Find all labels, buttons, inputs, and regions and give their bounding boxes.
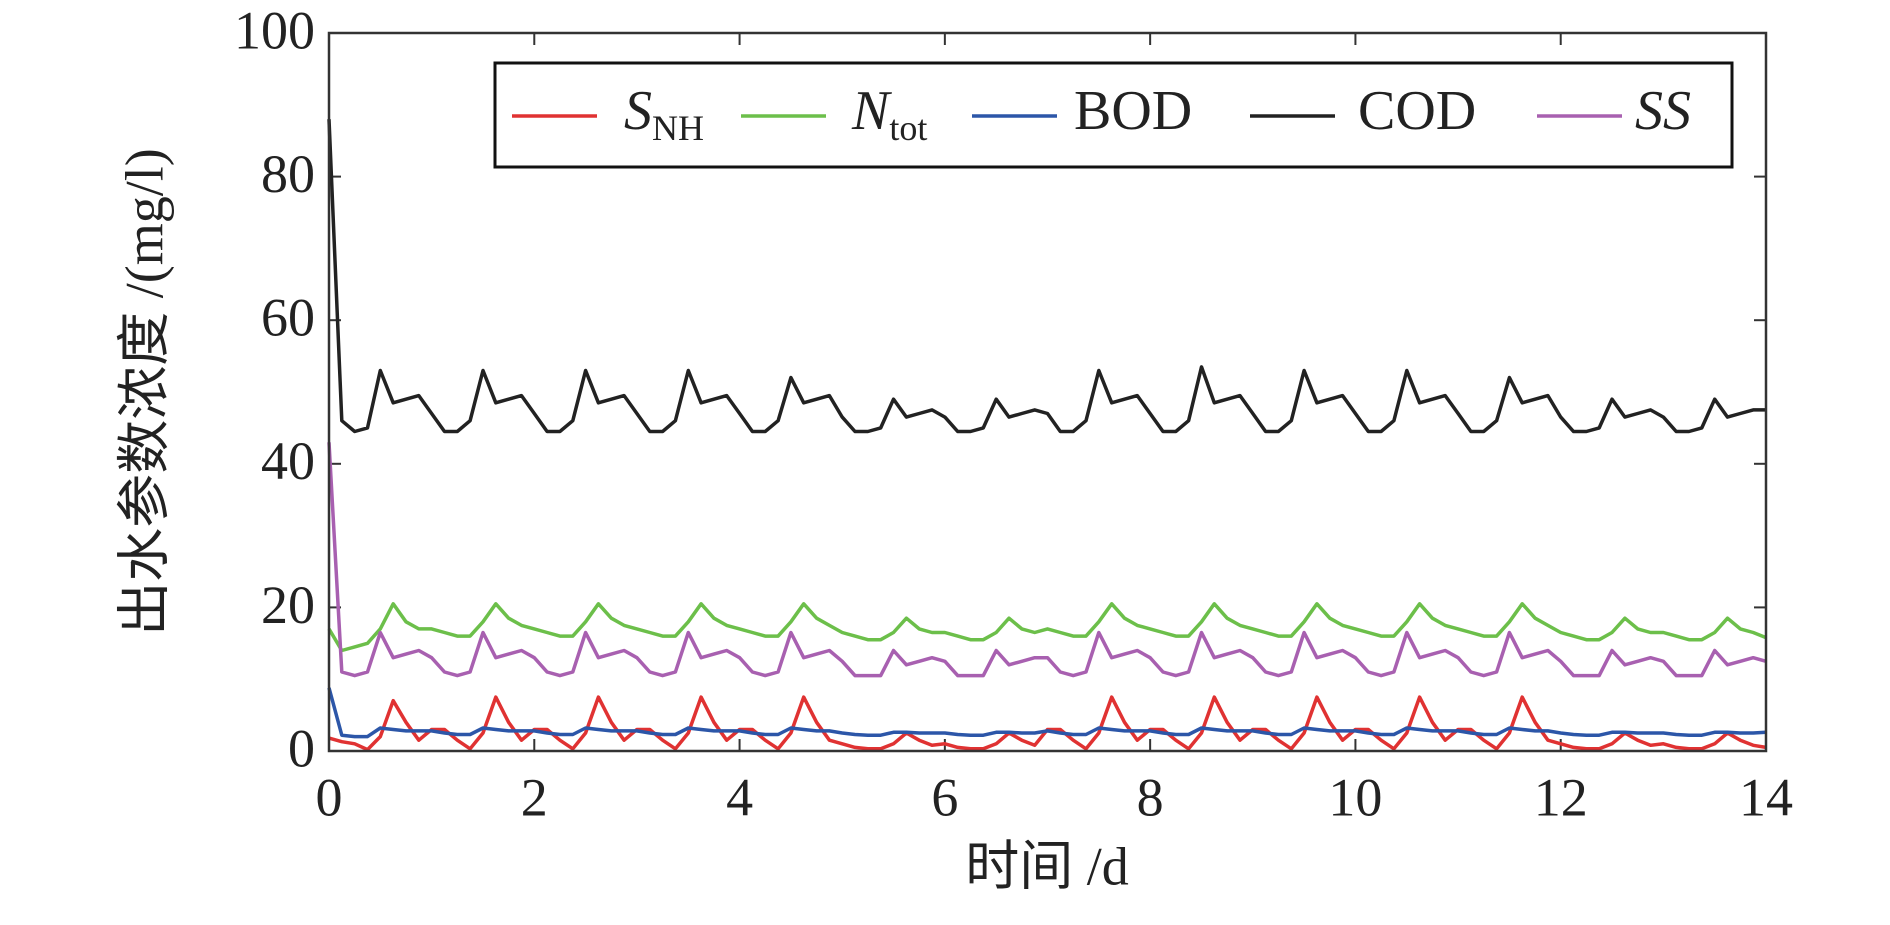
data-line [327, 687, 1767, 739]
x-tick-label: 10 [1328, 767, 1382, 827]
x-axis-label: 时间 /d [965, 836, 1129, 896]
y-axis-label: 出水参数浓度 /(mg/l) [114, 148, 174, 635]
legend-label-part: S [624, 80, 652, 142]
legend-label: COD [1358, 80, 1476, 142]
legend-label-part: COD [1358, 80, 1476, 142]
legend-label-part: NH [652, 108, 704, 148]
y-tick-label: 40 [261, 431, 315, 491]
x-tick-label: 4 [726, 767, 753, 827]
legend-label: SNH [624, 80, 704, 148]
legend: SNH Ntot BOD COD SS [493, 61, 1734, 169]
x-tick-label: 0 [316, 767, 343, 827]
legend-label-part: tot [889, 108, 927, 148]
y-tick-label: 20 [261, 575, 315, 635]
y-tick-label: 60 [261, 288, 315, 348]
y-tick-label: 0 [288, 718, 315, 778]
data-line [327, 119, 1766, 434]
data-line [328, 695, 1767, 752]
legend-label: Ntot [851, 80, 927, 148]
x-tick-label: 12 [1534, 767, 1588, 827]
data-line [327, 442, 1767, 678]
plot-frame [327, 31, 1768, 753]
legend-box [493, 61, 1734, 169]
y-tick-label: 80 [261, 144, 315, 204]
data-line [327, 602, 1767, 653]
legend-label: BOD [1074, 80, 1192, 142]
x-tick-label: 14 [1739, 767, 1793, 827]
y-tick-label: 100 [234, 0, 315, 60]
x-tick-label: 8 [1137, 767, 1164, 827]
legend-label-part: SS [1635, 80, 1691, 142]
legend-label-part: BOD [1074, 80, 1192, 142]
legend-label-part: N [851, 80, 892, 142]
legend-label: SS [1635, 80, 1691, 142]
x-tick-label: 6 [931, 767, 958, 827]
x-tick-label: 2 [521, 767, 548, 827]
